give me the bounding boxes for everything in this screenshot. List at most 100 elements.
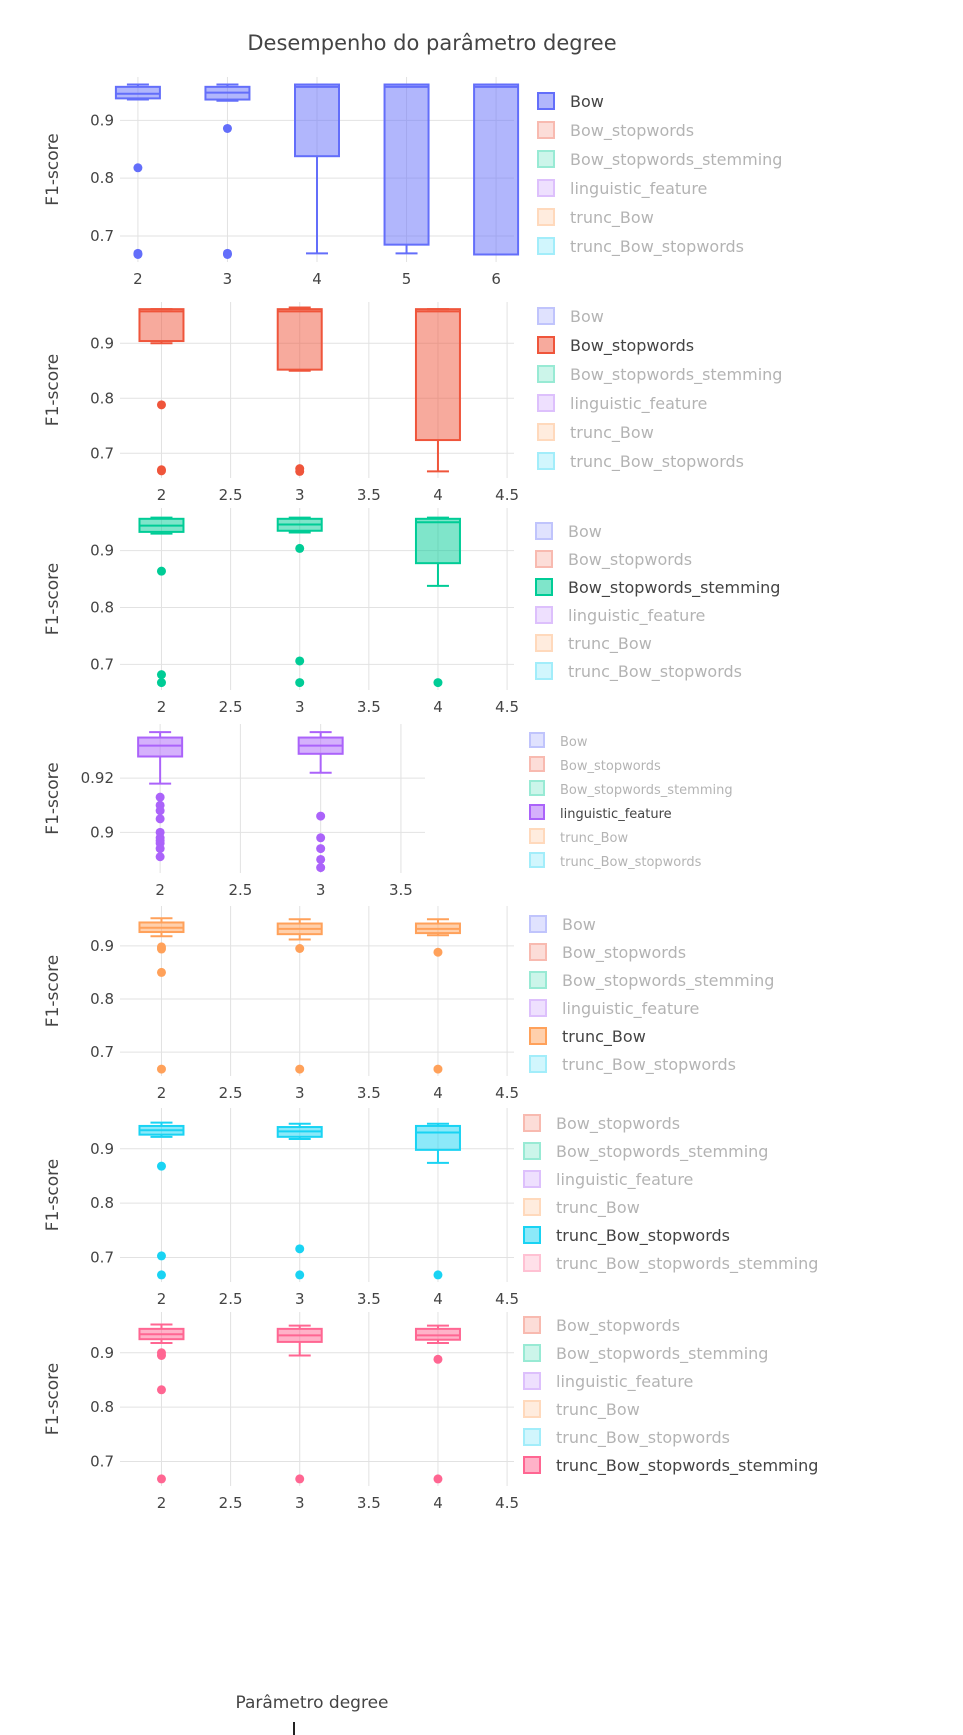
- legend-label: linguistic_feature: [562, 999, 699, 1019]
- box-5: [383, 83, 430, 255]
- legend-item[interactable]: Bow_stopwords_stemming: [529, 971, 774, 991]
- outlier-point: [222, 249, 232, 259]
- legend-item[interactable]: Bow: [535, 522, 602, 541]
- legend-item[interactable]: trunc_Bow: [537, 423, 654, 443]
- legend-swatch: [529, 756, 545, 772]
- legend-label: trunc_Bow_stopwords: [560, 855, 702, 870]
- legend-swatch: [535, 634, 553, 652]
- box-3: [276, 1324, 323, 1484]
- legend-item[interactable]: trunc_Bow: [535, 634, 652, 654]
- subplot-1: 0.70.80.92 3 4 5 6F1-scoreBowBow_stopwordsBo…: [43, 77, 782, 288]
- legend-item[interactable]: linguistic_feature: [523, 1170, 693, 1190]
- box-3: [204, 83, 251, 259]
- legend-item[interactable]: linguistic_feature: [537, 179, 707, 199]
- legend-item[interactable]: linguistic_feature: [529, 999, 699, 1019]
- legend-item[interactable]: linguistic_feature: [523, 1372, 693, 1392]
- legend-item[interactable]: trunc_Bow: [523, 1198, 640, 1218]
- legend-swatch: [529, 804, 545, 820]
- y-tick-label: 0.7: [90, 444, 114, 462]
- y-tick-label: 0.9: [90, 937, 114, 955]
- legend-item[interactable]: linguistic_feature: [535, 606, 705, 626]
- outlier-point: [155, 806, 165, 816]
- legend-swatch: [523, 1344, 541, 1362]
- legend-item[interactable]: trunc_Bow: [523, 1400, 640, 1420]
- x-tick-label: 2.5: [219, 1494, 243, 1512]
- legend-swatch: [537, 121, 555, 139]
- legend-item[interactable]: Bow: [537, 307, 604, 326]
- subplot-6: 0.7 0.8 0.9 2 2.5 3 3.5 4 4.5 F1-score Bow_stopwor…: [43, 1108, 818, 1308]
- legend-label: Bow_stopwords_stemming: [560, 783, 733, 798]
- x-tick-label: 2.5: [219, 1084, 243, 1102]
- legend-swatch: [523, 1400, 541, 1418]
- legend-swatch: [529, 915, 547, 933]
- legend-swatch: [523, 1428, 541, 1446]
- box-4: [414, 1122, 461, 1280]
- legend-item[interactable]: Bow_stopwords_stemming: [537, 365, 782, 385]
- outlier-point: [295, 1474, 305, 1484]
- legend-label: linguistic_feature: [560, 807, 672, 822]
- legend-item[interactable]: Bow_stopwords: [537, 121, 694, 141]
- legend-item[interactable]: Bow_stopwords: [537, 336, 694, 356]
- legend-item[interactable]: Bow_stopwords_stemming: [537, 150, 782, 170]
- legend-item[interactable]: trunc_Bow_stopwords: [523, 1226, 730, 1246]
- y-tick-label: 0.7: [90, 1249, 114, 1267]
- outlier-point: [156, 1351, 166, 1360]
- outlier-point: [295, 656, 305, 666]
- legend-item[interactable]: Bow_stopwords_stemming: [529, 780, 733, 798]
- legend-label: Bow_stopwords_stemming: [556, 1142, 768, 1162]
- legend-item[interactable]: linguistic_feature: [529, 804, 672, 822]
- legend-item[interactable]: linguistic_feature: [537, 394, 707, 414]
- iqr-box: [414, 1124, 461, 1151]
- legend-item[interactable]: trunc_Bow_stopwords: [523, 1428, 730, 1448]
- legend-item[interactable]: Bow_stopwords: [535, 550, 692, 570]
- y-tick-label: 0.8: [90, 1398, 114, 1416]
- iqr-box: [276, 308, 323, 371]
- legend-item[interactable]: Bow_stopwords_stemming: [523, 1142, 768, 1162]
- legend-item[interactable]: trunc_Bow_stopwords_stemming: [523, 1254, 818, 1274]
- legend-label: trunc_Bow: [560, 831, 628, 846]
- legend: Bow Bow_stopwords Bow_stopwords_stemmingli…: [529, 732, 733, 870]
- legend-item[interactable]: Bow_stopwords: [523, 1114, 680, 1134]
- legend-label: Bow_stopwords: [570, 121, 694, 141]
- outlier-point: [155, 852, 165, 862]
- legend-label: trunc_Bow_stopwords_stemming: [556, 1254, 818, 1274]
- x-tick-label: 2: [157, 1494, 167, 1512]
- legend-item[interactable]: Bow_stopwords_stemming: [523, 1344, 768, 1364]
- legend-item[interactable]: trunc_Bow: [529, 1027, 646, 1047]
- legend-swatch: [537, 150, 555, 168]
- legend-label: trunc_Bow_stopwords_stemming: [556, 1456, 818, 1476]
- legend-item[interactable]: trunc_Bow_stopwords: [529, 852, 702, 870]
- outlier-point: [156, 400, 166, 410]
- outlier-point: [316, 811, 326, 821]
- iqr-box: [473, 83, 520, 256]
- x-tick-label: 3.5: [357, 1494, 381, 1512]
- legend-item[interactable]: Bow_stopwords_stemming: [535, 578, 780, 598]
- legend-item[interactable]: trunc_Bow: [529, 828, 628, 846]
- legend-item[interactable]: trunc_Bow_stopwords: [535, 662, 742, 682]
- legend: Bow Bow_stopwords Bow_stopwords_stemmingli…: [529, 915, 774, 1075]
- legend-item[interactable]: trunc_Bow_stopwords: [537, 237, 744, 257]
- iqr-box: [414, 1327, 461, 1341]
- legend-item[interactable]: trunc_Bow_stopwords_stemming: [523, 1456, 818, 1476]
- y-tick-label: 0.7: [90, 227, 114, 245]
- legend-item[interactable]: Bow: [537, 92, 604, 111]
- legend-item[interactable]: Bow: [529, 732, 588, 750]
- y-axis-label: F1-score: [43, 1159, 63, 1231]
- legend-swatch: [535, 662, 553, 680]
- y-tick-label: 0.7: [90, 1043, 114, 1061]
- legend-item[interactable]: Bow_stopwords: [529, 943, 686, 963]
- legend-swatch: [523, 1316, 541, 1334]
- legend-swatch: [529, 780, 545, 796]
- legend-swatch: [529, 732, 545, 748]
- legend-item[interactable]: trunc_Bow: [537, 208, 654, 228]
- box-3: [276, 1122, 323, 1280]
- legend-item[interactable]: Bow: [529, 915, 596, 934]
- legend-swatch: [529, 999, 547, 1017]
- legend-item[interactable]: Bow_stopwords: [529, 756, 661, 774]
- legend-swatch: [535, 550, 553, 568]
- legend-item[interactable]: trunc_Bow_stopwords: [529, 1055, 736, 1075]
- legend-item[interactable]: Bow_stopwords: [523, 1316, 680, 1336]
- legend-item[interactable]: trunc_Bow_stopwords: [537, 452, 744, 472]
- legend-swatch: [529, 971, 547, 989]
- x-tick-label: 2.5: [219, 698, 243, 716]
